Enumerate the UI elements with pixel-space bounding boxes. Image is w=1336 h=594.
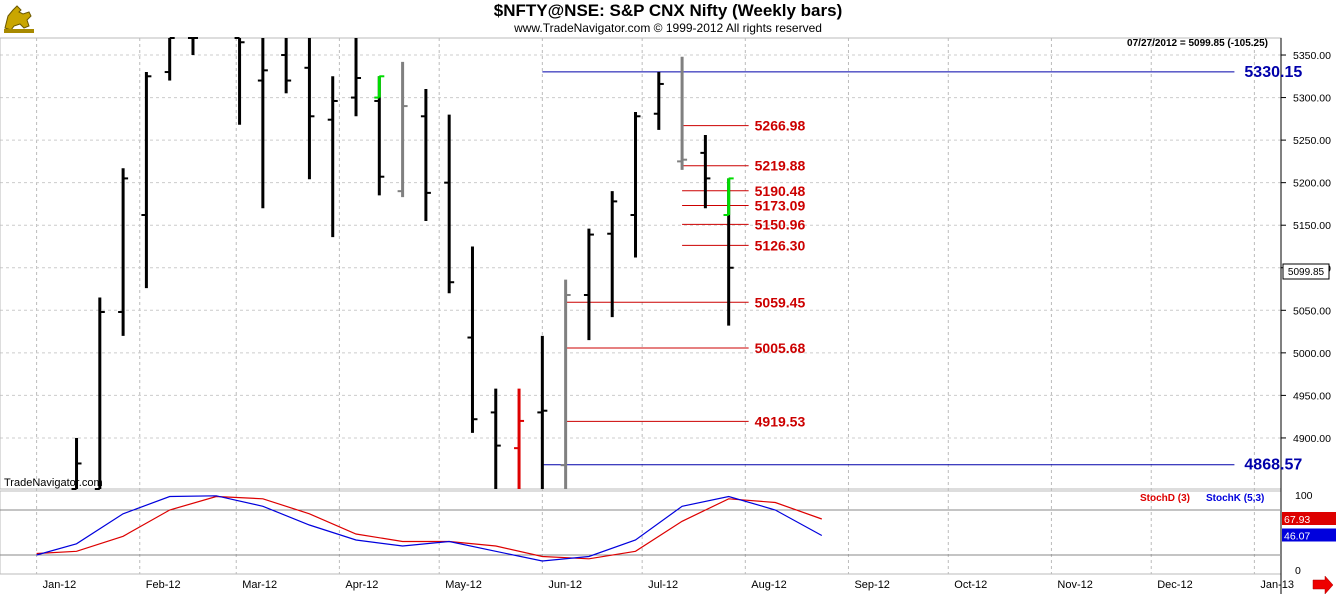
last-price-label: 5099.85: [1288, 267, 1325, 278]
x-tick-label: Feb-12: [146, 579, 181, 591]
stoch-series-line: [36, 495, 823, 562]
ohlc-bar: [397, 61, 408, 198]
price-panel: [0, 37, 1282, 594]
stoch-y-tick-label: 0: [1295, 565, 1301, 577]
ohlc-bar: [304, 38, 315, 180]
y-tick-label: 5200.00: [1293, 178, 1331, 190]
level-label: 5219.88: [755, 158, 806, 174]
ohlc-bar: [630, 112, 641, 258]
level-label: 5005.68: [755, 340, 806, 356]
x-tick-label: May-12: [445, 579, 482, 591]
scroll-right-arrow-icon[interactable]: [1312, 575, 1334, 594]
ohlc-bar: [537, 335, 548, 489]
x-tick-label: Aug-12: [751, 579, 786, 591]
x-tick-label: Apr-12: [345, 579, 378, 591]
ohlc-bar: [257, 38, 268, 209]
stoch-last-value-label: 67.93: [1284, 514, 1310, 526]
level-label: 5266.98: [755, 118, 806, 134]
ohlc-bar: [607, 191, 618, 318]
level-label: 4919.53: [755, 413, 806, 429]
ohlc-bar: [514, 388, 525, 489]
date-x-axis: Jan-12 Feb-12 Mar-12 Apr-12 May-12 Jun-12 Jul-…: [43, 579, 1294, 591]
y-tick-label: 5150.00: [1293, 220, 1331, 232]
level-label: 5330.15: [1244, 64, 1302, 81]
chart-header: $NFTY@NSE: S&P CNX Nifty (Weekly bars) w…: [0, 0, 1336, 38]
level-label: 4868.57: [1244, 457, 1302, 474]
ohlc-bar: [700, 135, 711, 209]
stoch-legend-entry: StochK (5,3): [1206, 493, 1264, 504]
level-label: 5150.96: [755, 216, 806, 232]
ohlc-bar: [141, 72, 152, 289]
watermark-text: TradeNavigator.com: [4, 477, 103, 489]
x-tick-label: Dec-12: [1157, 579, 1192, 591]
y-tick-label: 5350.00: [1293, 50, 1331, 62]
stoch-last-value-box: [1282, 512, 1336, 525]
ohlc-bar: [94, 297, 105, 490]
stoch-series-line: [36, 495, 823, 560]
x-tick-label: Jan-13: [1260, 579, 1294, 591]
y-tick-label: 5300.00: [1293, 93, 1331, 105]
x-tick-label: Jul-12: [648, 579, 678, 591]
ohlc-bar: [351, 38, 362, 117]
ohlc-bar: [420, 89, 431, 221]
last-price-marker: 5099.85: [1282, 263, 1330, 280]
gold-bull-icon: [4, 5, 34, 33]
price-readout: 07/27/2012 = 5099.85 (-105.25): [1127, 38, 1268, 49]
ohlc-bar: [187, 37, 198, 56]
ohlc-bar: [327, 76, 338, 238]
y-tick-label: 5000.00: [1293, 348, 1331, 360]
ohlc-bar: [281, 38, 292, 94]
ohlc-bar: [467, 246, 478, 433]
ohlc-bar: [164, 37, 175, 81]
y-tick-label: 4950.00: [1293, 390, 1331, 402]
y-tick-label: 4900.00: [1293, 433, 1331, 445]
ohlc-bar: [444, 114, 455, 294]
x-tick-label: Jan-12: [43, 579, 77, 591]
ohlc-bar: [374, 75, 385, 99]
ohlc-bar: [583, 228, 594, 341]
x-tick-label: Jun-12: [548, 579, 582, 591]
stoch-last-value-box: [1282, 528, 1336, 542]
chart-subtitle: www.TradeNavigator.com © 1999-2012 All r…: [514, 21, 822, 35]
y-tick-label: 5050.00: [1293, 305, 1331, 317]
level-label: 5190.48: [755, 183, 806, 199]
x-tick-label: Sep-12: [854, 579, 889, 591]
stoch-legend-entry: StochD (3): [1140, 493, 1190, 504]
price-bars: [71, 37, 734, 490]
ohlc-bar: [677, 56, 688, 170]
chart-title: $NFTY@NSE: S&P CNX Nifty (Weekly bars): [493, 1, 843, 20]
level-label: 5126.30: [755, 237, 806, 253]
stoch-y-tick-label: 100: [1295, 490, 1313, 502]
ohlc-bar: [118, 168, 129, 336]
x-tick-label: Mar-12: [242, 579, 277, 591]
y-tick-label: 5250.00: [1293, 135, 1331, 147]
ohlc-bar: [723, 177, 734, 216]
price-y-axis: 4900.004950.005000.005050.005100.005150.…: [1281, 50, 1331, 445]
ohlc-bar: [71, 437, 82, 490]
x-tick-label: Nov-12: [1057, 579, 1092, 591]
ohlc-bar: [490, 388, 501, 489]
ohlc-bar: [560, 279, 571, 489]
stochastic-panel: 0 100 67.93 46.07 StochD (3) StochK (5,3): [0, 490, 1336, 577]
x-tick-label: Oct-12: [954, 579, 987, 591]
ohlc-bar: [234, 37, 245, 125]
level-label: 5059.45: [755, 294, 806, 310]
grid-lines: [0, 38, 1281, 574]
stoch-last-value-label: 46.07: [1284, 531, 1310, 543]
level-label: 5173.09: [755, 198, 806, 214]
ohlc-bar: [653, 72, 664, 130]
